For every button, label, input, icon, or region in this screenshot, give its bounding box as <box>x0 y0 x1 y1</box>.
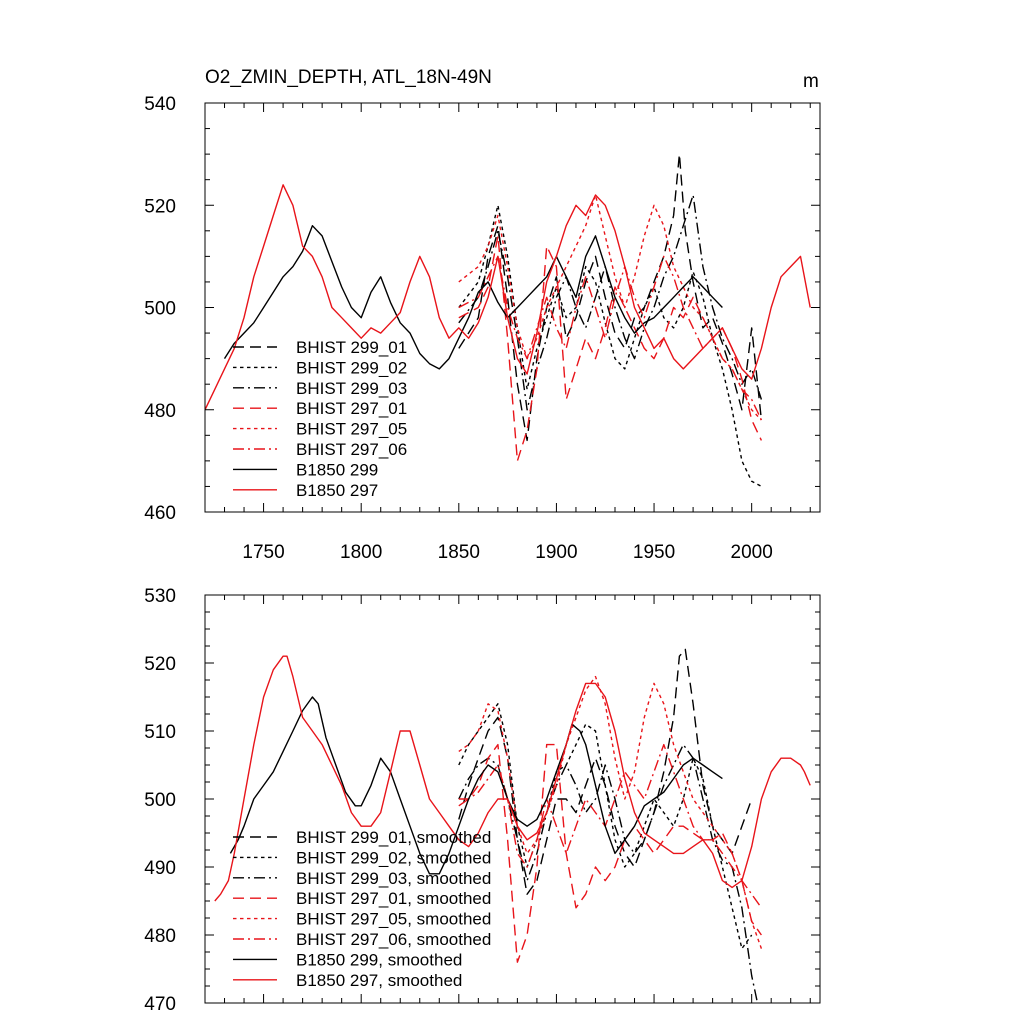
y-tick-label: 510 <box>144 722 176 743</box>
series-line <box>205 184 811 411</box>
y-tick-label: 460 <box>144 503 176 524</box>
y-tick-label: 500 <box>144 790 176 811</box>
y-tick-label: 520 <box>144 654 176 675</box>
series-line <box>458 204 762 488</box>
y-tick-label: 480 <box>144 926 176 947</box>
series-line <box>458 153 763 442</box>
legend-label: BHIST 299_02, smoothed <box>296 848 491 867</box>
legend-label: BHIST 299_01 <box>296 338 407 357</box>
x-tick-label: 1800 <box>340 542 382 563</box>
series-line <box>223 224 723 370</box>
legend-label: BHIST 297_06, smoothed <box>296 930 491 949</box>
legend-label: B1850 299, smoothed <box>296 950 462 969</box>
legend-label: BHIST 299_02 <box>296 358 407 377</box>
y-tick-label: 500 <box>144 299 176 320</box>
y-tick-label: 520 <box>144 196 176 217</box>
y-tick-label: 470 <box>144 994 176 1015</box>
legend-label: BHIST 297_05 <box>296 420 407 439</box>
x-tick-label: 1950 <box>633 542 675 563</box>
x-tick-label: 2000 <box>731 542 773 563</box>
legend-label: B1850 297 <box>296 481 378 500</box>
x-tick-label: 1750 <box>242 542 284 563</box>
y-tick-label: 540 <box>144 94 176 115</box>
legend-label: BHIST 297_06 <box>296 440 407 459</box>
legend-label: BHIST 299_03, smoothed <box>296 869 491 888</box>
x-tick-label: 1850 <box>438 542 480 563</box>
legend-label: BHIST 297_05, smoothed <box>296 910 491 929</box>
series-group <box>205 153 811 488</box>
chart-title: O2_ZMIN_DEPTH, ATL_18N-49N <box>205 67 492 88</box>
units-label: m <box>803 71 819 92</box>
series-group <box>214 648 811 1003</box>
series-line <box>229 696 723 875</box>
x-tick-label: 1900 <box>535 542 577 563</box>
legend-label: B1850 297, smoothed <box>296 971 462 990</box>
legend-label: BHIST 297_01 <box>296 399 407 418</box>
y-tick-label: 490 <box>144 858 176 879</box>
series-line <box>458 743 759 1003</box>
top-panel: 1750 1800 1850 1900 1950 2000 460 480 500 520 540 B… <box>144 94 821 563</box>
legend-label: BHIST 297_01, smoothed <box>296 889 491 908</box>
bottom-panel: 470 480 490 500 510 520 530 BHIST 299_01, smoot… <box>144 586 821 1015</box>
series-line <box>458 743 762 963</box>
series-line <box>458 743 762 909</box>
series-line <box>458 675 763 949</box>
series-line <box>458 703 753 950</box>
legend-label: BHIST 299_01, smoothed <box>296 828 491 847</box>
series-line <box>458 648 753 895</box>
y-tick-label: 480 <box>144 401 176 422</box>
y-tick-label: 530 <box>144 586 176 607</box>
series-line <box>214 655 811 902</box>
legend-label: B1850 299 <box>296 460 378 479</box>
legend-label: BHIST 299_03 <box>296 379 407 398</box>
